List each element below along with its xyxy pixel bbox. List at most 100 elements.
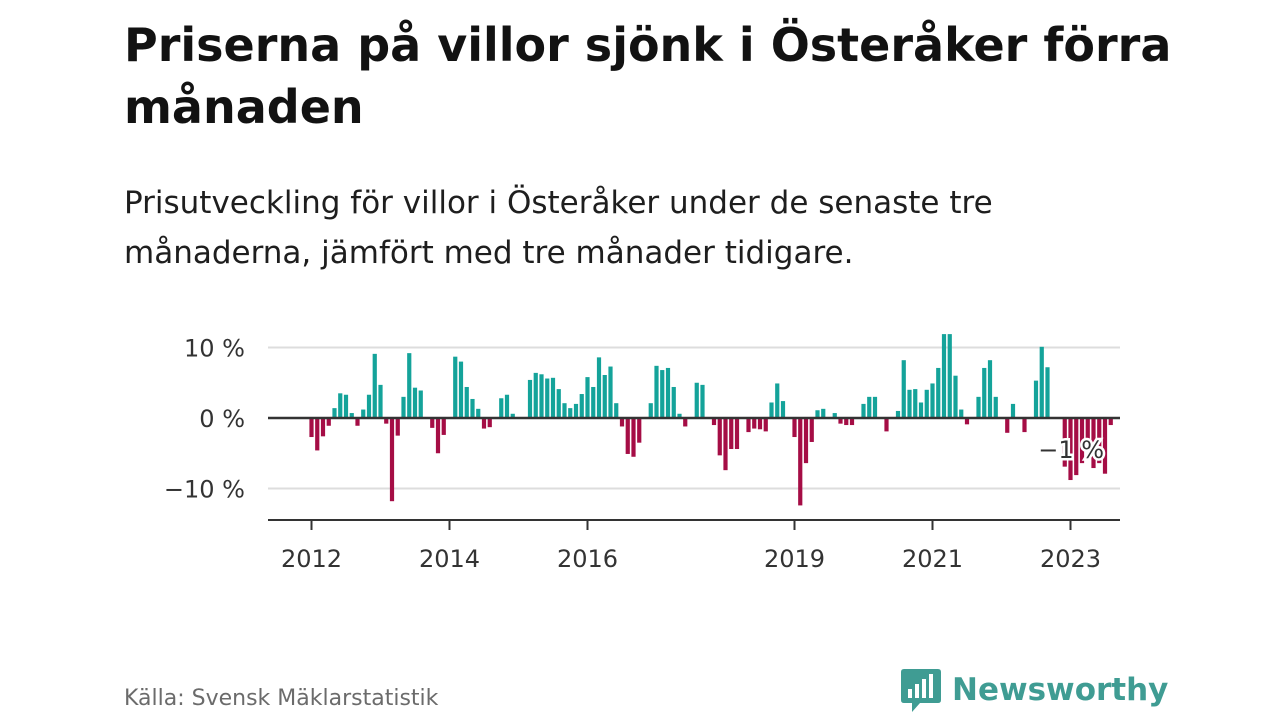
bar [568,408,573,418]
bar [792,418,797,438]
bar [780,401,786,418]
bar [844,418,849,426]
bar [1108,418,1113,426]
bar [1079,418,1085,464]
bar [930,383,935,418]
bar [717,418,722,456]
bar [430,418,435,428]
bar [487,418,492,428]
bar [527,379,533,418]
bar [752,418,757,429]
x-tick-label: 2012 [281,545,342,573]
bar [602,375,607,418]
newsworthy-logo-icon [901,669,941,712]
bar [815,410,820,419]
bar [453,356,458,418]
bar [545,378,550,418]
bar [947,334,952,418]
x-tick-label: 2019 [764,545,825,573]
bar [464,386,469,418]
bar [320,418,326,437]
bar [458,361,464,418]
bar [441,418,446,435]
bar [901,360,906,418]
bar [550,377,556,418]
bar [677,413,682,418]
source-note: Källa: Svensk Mäklarstatistik [124,686,439,711]
bar [895,410,901,418]
bar [769,402,774,418]
bar [476,408,481,418]
bar [1033,380,1039,418]
bar [918,402,924,418]
bar [683,418,688,427]
bar [775,383,780,418]
y-tick-label: 0 % [199,405,245,433]
bar [665,367,671,418]
bar [625,418,630,454]
bar [361,409,366,418]
bar [533,372,538,418]
bar [734,418,740,450]
bar [349,413,354,418]
bar [1010,403,1016,418]
bar [315,418,320,451]
bar [499,398,504,418]
bar [861,403,866,418]
bar [1085,418,1090,443]
bar [907,389,912,418]
y-tick-label: −10 % [164,476,245,504]
bar [614,403,619,418]
brand-name: Newsworthy [952,672,1169,708]
bar [694,382,699,418]
tick-labels: 10 % 0 % −10 % 2012 2014 2016 2019 2021 2023 −1 % [164,335,1107,574]
bar [389,418,395,502]
bar [723,418,728,471]
x-tick-label: 2014 [419,545,480,573]
bar [309,418,314,438]
bar [913,389,918,418]
bar [556,389,561,418]
bar [757,418,763,430]
bar [798,418,803,506]
bar [1091,418,1096,469]
bar [803,418,809,464]
bar [729,418,734,450]
bar [591,386,596,418]
bar [700,384,705,418]
bar [338,393,343,418]
bar [596,357,602,418]
bar [435,418,441,454]
brand-logo[interactable]: Newsworthy [900,668,1168,712]
bar [821,408,826,418]
bar [1062,418,1067,467]
x-tick-label: 2021 [902,545,963,573]
bar [573,403,579,418]
y-tick-label: 10 % [184,335,245,363]
bar [1039,346,1044,418]
bar [924,389,929,418]
bar [976,396,981,418]
bar [1102,418,1108,474]
bars [309,334,1113,506]
x-tick-label: 2023 [1040,545,1101,573]
bar [470,398,475,418]
bar [481,418,487,429]
bar [993,396,998,418]
bar [619,418,625,427]
bar [384,418,389,424]
bar [832,413,837,418]
bar [407,353,412,418]
bar [809,418,814,442]
bar [343,394,349,418]
bar [562,403,567,418]
bar [648,403,653,418]
bar [1045,367,1050,418]
bar [412,387,418,418]
x-tick-label: 2016 [557,545,618,573]
bar [1022,418,1027,433]
bar [671,386,676,418]
bar [1068,418,1073,481]
bar [332,408,337,418]
bar [585,377,590,418]
